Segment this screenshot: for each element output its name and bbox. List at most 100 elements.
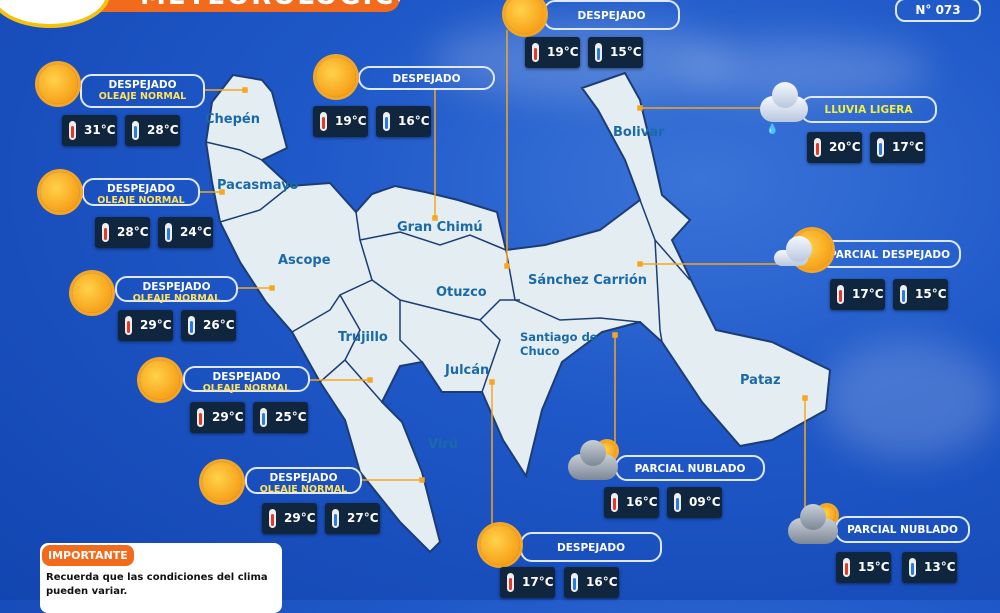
condition-text: DESPEJADO bbox=[577, 10, 646, 22]
min-temp: 13°C bbox=[924, 560, 956, 574]
max-temp: 17°C bbox=[522, 575, 554, 589]
sea-state: OLEAJE NORMAL bbox=[202, 383, 291, 394]
condition-label: PARCIAL DESPEJADO bbox=[818, 240, 961, 268]
sun-icon bbox=[40, 172, 80, 212]
max-temp: 29°C bbox=[284, 511, 316, 525]
province-label: Ascope bbox=[278, 253, 331, 268]
condition-label: DESPEJADO bbox=[543, 0, 680, 30]
condition-label: DESPEJADO OLEAJE NORMAL bbox=[115, 276, 238, 304]
min-temp-tile: 26°C bbox=[181, 310, 236, 341]
cloud-icon bbox=[568, 440, 618, 480]
min-temp-tile: 28°C bbox=[125, 115, 180, 146]
sun-icon bbox=[202, 462, 242, 502]
max-temp-tile: 29°C bbox=[262, 503, 317, 534]
max-temp: 29°C bbox=[140, 318, 172, 332]
condition-text: DESPEJADO bbox=[107, 183, 175, 195]
cloud-icon bbox=[774, 236, 812, 266]
thermometer-cold-icon bbox=[165, 223, 172, 242]
sea-state: OLEAJE NORMAL bbox=[259, 484, 348, 495]
min-temp: 15°C bbox=[610, 45, 642, 59]
cloud-decoration bbox=[680, 40, 930, 100]
thermometer-hot-icon bbox=[197, 408, 204, 427]
max-temp-tile: 19°C bbox=[525, 37, 580, 68]
thermometer-hot-icon bbox=[320, 112, 327, 131]
province-label: Trujillo bbox=[338, 330, 388, 345]
condition-label: DESPEJADO bbox=[358, 66, 495, 90]
sea-state: OLEAJE NORMAL bbox=[132, 293, 221, 304]
min-temp-tile: 16°C bbox=[376, 106, 431, 137]
province-label: Bolivar bbox=[613, 125, 665, 140]
min-temp: 09°C bbox=[689, 495, 721, 509]
thermometer-cold-icon bbox=[132, 121, 139, 140]
thermometer-cold-icon bbox=[595, 43, 602, 62]
max-temp-tile: 20°C bbox=[807, 132, 862, 163]
thermometer-hot-icon bbox=[69, 121, 76, 140]
cloud-decoration bbox=[430, 20, 730, 100]
sun-icon bbox=[72, 273, 112, 313]
min-temp-tile: 17°C bbox=[870, 132, 925, 163]
max-temp: 19°C bbox=[547, 45, 579, 59]
max-temp-tile: 19°C bbox=[313, 106, 368, 137]
thermometer-cold-icon bbox=[332, 509, 339, 528]
condition-text: DESPEJADO bbox=[108, 79, 177, 91]
max-temp: 29°C bbox=[212, 410, 244, 424]
province-label: Julcán bbox=[445, 363, 490, 378]
max-temp: 31°C bbox=[84, 123, 116, 137]
max-temp: 20°C bbox=[829, 140, 861, 154]
thermometer-hot-icon bbox=[269, 509, 276, 528]
max-temp-tile: 17°C bbox=[500, 567, 555, 598]
condition-label: DESPEJADO bbox=[520, 532, 662, 562]
sun-icon bbox=[480, 525, 520, 565]
max-temp: 17°C bbox=[852, 287, 884, 301]
thermometer-hot-icon bbox=[507, 573, 514, 592]
min-temp-tile: 24°C bbox=[158, 217, 213, 248]
header-banner: METEOROLÓGICO bbox=[100, 0, 400, 12]
province-borders bbox=[205, 141, 691, 403]
rain-drops-icon: 💧 bbox=[766, 124, 785, 135]
condition-text: LLUVIA LIGERA bbox=[824, 104, 913, 116]
condition-text: DESPEJADO bbox=[557, 542, 625, 554]
thermometer-cold-icon bbox=[674, 493, 681, 512]
condition-label: DESPEJADO OLEAJE NORMAL bbox=[183, 366, 310, 394]
header-title: METEOROLÓGICO bbox=[140, 0, 400, 11]
bulletin-number: N° 073 bbox=[895, 0, 981, 22]
province-label: Pataz bbox=[740, 373, 781, 388]
thermometer-hot-icon bbox=[102, 223, 109, 242]
min-temp: 16°C bbox=[586, 575, 618, 589]
condition-label: LLUVIA LIGERA bbox=[800, 96, 937, 123]
max-temp: 16°C bbox=[626, 495, 658, 509]
min-temp: 17°C bbox=[892, 140, 924, 154]
province-label: Pacasmayo bbox=[217, 178, 299, 193]
min-temp: 28°C bbox=[147, 123, 179, 137]
thermometer-hot-icon bbox=[125, 316, 132, 335]
thermometer-cold-icon bbox=[260, 408, 267, 427]
thermometer-cold-icon bbox=[909, 558, 916, 577]
thermometer-cold-icon bbox=[900, 285, 907, 304]
thermometer-hot-icon bbox=[843, 558, 850, 577]
max-temp-tile: 28°C bbox=[95, 217, 150, 248]
condition-text: DESPEJADO bbox=[392, 73, 461, 85]
max-temp-tile: 17°C bbox=[830, 279, 885, 310]
min-temp: 16°C bbox=[398, 114, 430, 128]
thermometer-cold-icon bbox=[571, 573, 578, 592]
min-temp-tile: 16°C bbox=[564, 567, 619, 598]
province-label: Sánchez Carrión bbox=[528, 273, 648, 288]
min-temp: 26°C bbox=[203, 318, 235, 332]
la-libertad-map bbox=[200, 30, 832, 554]
condition-text: DESPEJADO bbox=[142, 281, 211, 293]
province-label: Gran Chimú bbox=[397, 220, 483, 235]
thermometer-cold-icon bbox=[383, 112, 390, 131]
rain-cloud-icon bbox=[760, 82, 808, 122]
important-tag: IMPORTANTE bbox=[42, 545, 134, 566]
min-temp-tile: 27°C bbox=[325, 503, 380, 534]
province-label: Otuzco bbox=[436, 285, 487, 300]
min-temp: 25°C bbox=[275, 410, 307, 424]
thermometer-hot-icon bbox=[837, 285, 844, 304]
min-temp: 24°C bbox=[180, 225, 212, 239]
condition-label: DESPEJADO OLEAJE NORMAL bbox=[82, 178, 200, 206]
sea-state: OLEAJE NORMAL bbox=[97, 195, 185, 206]
condition-text: PARCIAL NUBLADO bbox=[847, 524, 958, 536]
province-label: Santiago de Chuco bbox=[520, 330, 598, 358]
max-temp-tile: 29°C bbox=[190, 402, 245, 433]
max-temp-tile: 29°C bbox=[118, 310, 173, 341]
